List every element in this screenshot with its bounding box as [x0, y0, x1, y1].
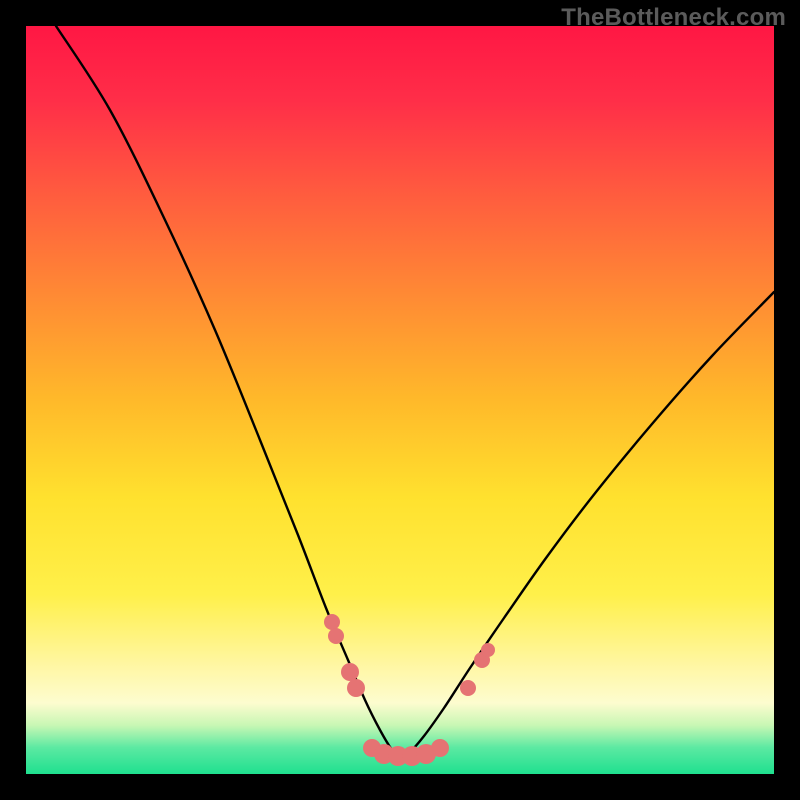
curve-marker	[328, 628, 344, 644]
figure-root: TheBottleneck.com	[0, 0, 800, 800]
curve-marker	[324, 614, 340, 630]
chart-svg	[0, 0, 800, 800]
plot-background	[26, 26, 774, 774]
curve-marker	[347, 679, 365, 697]
curve-marker	[431, 739, 449, 757]
watermark-text: TheBottleneck.com	[561, 4, 786, 32]
curve-marker	[460, 680, 476, 696]
curve-marker	[341, 663, 359, 681]
curve-marker	[481, 643, 495, 657]
